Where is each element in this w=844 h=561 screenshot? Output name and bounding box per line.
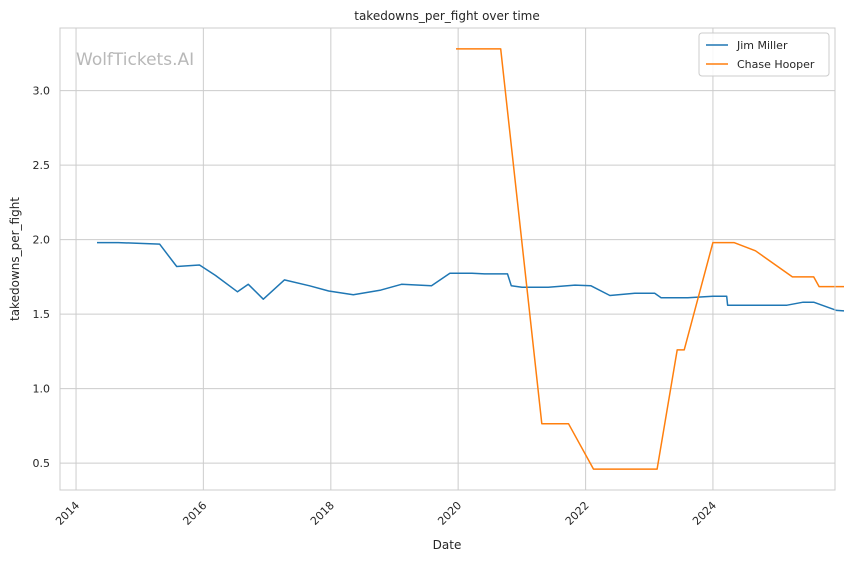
- series-line-chase-hooper: [456, 48, 844, 470]
- chart-title: takedowns_per_fight over time: [354, 9, 540, 23]
- x-tick-label: 2024: [690, 499, 719, 528]
- x-tick-label: 2022: [563, 499, 592, 528]
- legend: Jim Miller Chase Hooper: [698, 32, 830, 77]
- y-tick-label: 1.0: [33, 383, 51, 396]
- y-axis-ticks: 0.5 1.0 1.5 2.0 2.5 3.0: [33, 85, 51, 471]
- x-tick-label: 2016: [180, 499, 209, 528]
- x-axis-title: Date: [433, 538, 462, 552]
- legend-box: [698, 32, 830, 77]
- plot-frame: [59, 27, 836, 491]
- grid: [60, 28, 835, 490]
- watermark: WolfTickets.AI: [76, 50, 194, 70]
- x-axis-ticks: 2014 2016 2018 2020 2022 2024: [53, 499, 719, 528]
- y-tick-label: 2.0: [33, 234, 51, 247]
- y-tick-label: 2.5: [33, 159, 51, 172]
- y-tick-label: 3.0: [33, 85, 51, 98]
- series-line-jim-miller: [97, 241, 844, 312]
- series-layer: [97, 48, 844, 470]
- legend-label-jim-miller: Jim Miller: [736, 39, 788, 52]
- x-tick-label: 2020: [435, 499, 464, 528]
- legend-label-chase-hooper: Chase Hooper: [737, 58, 815, 71]
- y-tick-label: 1.5: [33, 308, 51, 321]
- y-axis-title: takedowns_per_fight: [8, 197, 22, 321]
- x-tick-label: 2018: [308, 499, 337, 528]
- x-tick-label: 2014: [53, 499, 82, 528]
- y-tick-label: 0.5: [33, 457, 51, 470]
- plot-area: [60, 28, 835, 490]
